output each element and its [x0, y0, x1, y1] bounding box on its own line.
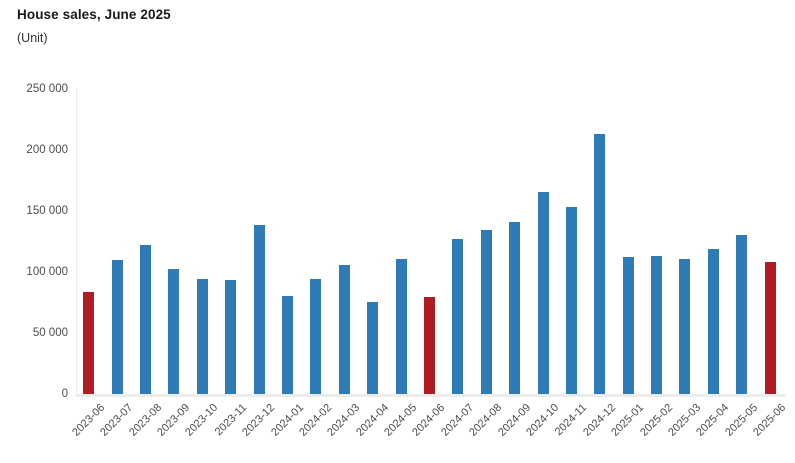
bar-2023-09[interactable] [168, 268, 180, 394]
bar-2023-06[interactable] [83, 291, 95, 394]
bar-2025-01[interactable] [622, 256, 634, 394]
bar-2025-04[interactable] [707, 249, 719, 394]
bar-2024-08[interactable] [480, 230, 492, 394]
x-axis-line [76, 394, 786, 397]
bar-2024-09[interactable] [509, 221, 521, 394]
bar-2024-01[interactable] [282, 295, 294, 394]
chart-title: House sales, June 2025 [17, 7, 171, 22]
bar-2024-06[interactable] [423, 297, 435, 394]
bar-2023-08[interactable] [140, 244, 152, 394]
bar-2023-07[interactable] [111, 260, 123, 394]
y-axis-tick-label: 150 000 [26, 204, 68, 217]
y-axis-tick-label: 50 000 [32, 326, 68, 339]
bar-2024-07[interactable] [452, 238, 464, 394]
bar-2024-04[interactable] [367, 301, 379, 394]
bar-2024-10[interactable] [537, 192, 549, 394]
bar-2025-06[interactable] [764, 262, 776, 394]
bar-2024-12[interactable] [594, 134, 606, 394]
bar-2025-05[interactable] [736, 235, 748, 394]
bar-2023-12[interactable] [253, 224, 265, 394]
bar-2025-02[interactable] [651, 256, 663, 394]
y-axis-line [76, 88, 77, 394]
bar-2025-03[interactable] [679, 258, 691, 394]
bar-2024-02[interactable] [310, 279, 322, 394]
y-axis-tick-label: 200 000 [26, 143, 68, 156]
y-axis-tick-label: 100 000 [26, 265, 68, 278]
bar-2023-11[interactable] [225, 279, 237, 394]
y-axis-tick-label: 0 [61, 388, 68, 400]
bar-2024-11[interactable] [565, 207, 577, 394]
bar-2024-05[interactable] [395, 258, 407, 394]
y-axis-tick-label: 250 000 [26, 82, 68, 95]
bar-2023-10[interactable] [196, 279, 208, 394]
bar-2024-03[interactable] [338, 265, 350, 394]
chart-unit-label: (Unit) [17, 31, 48, 45]
